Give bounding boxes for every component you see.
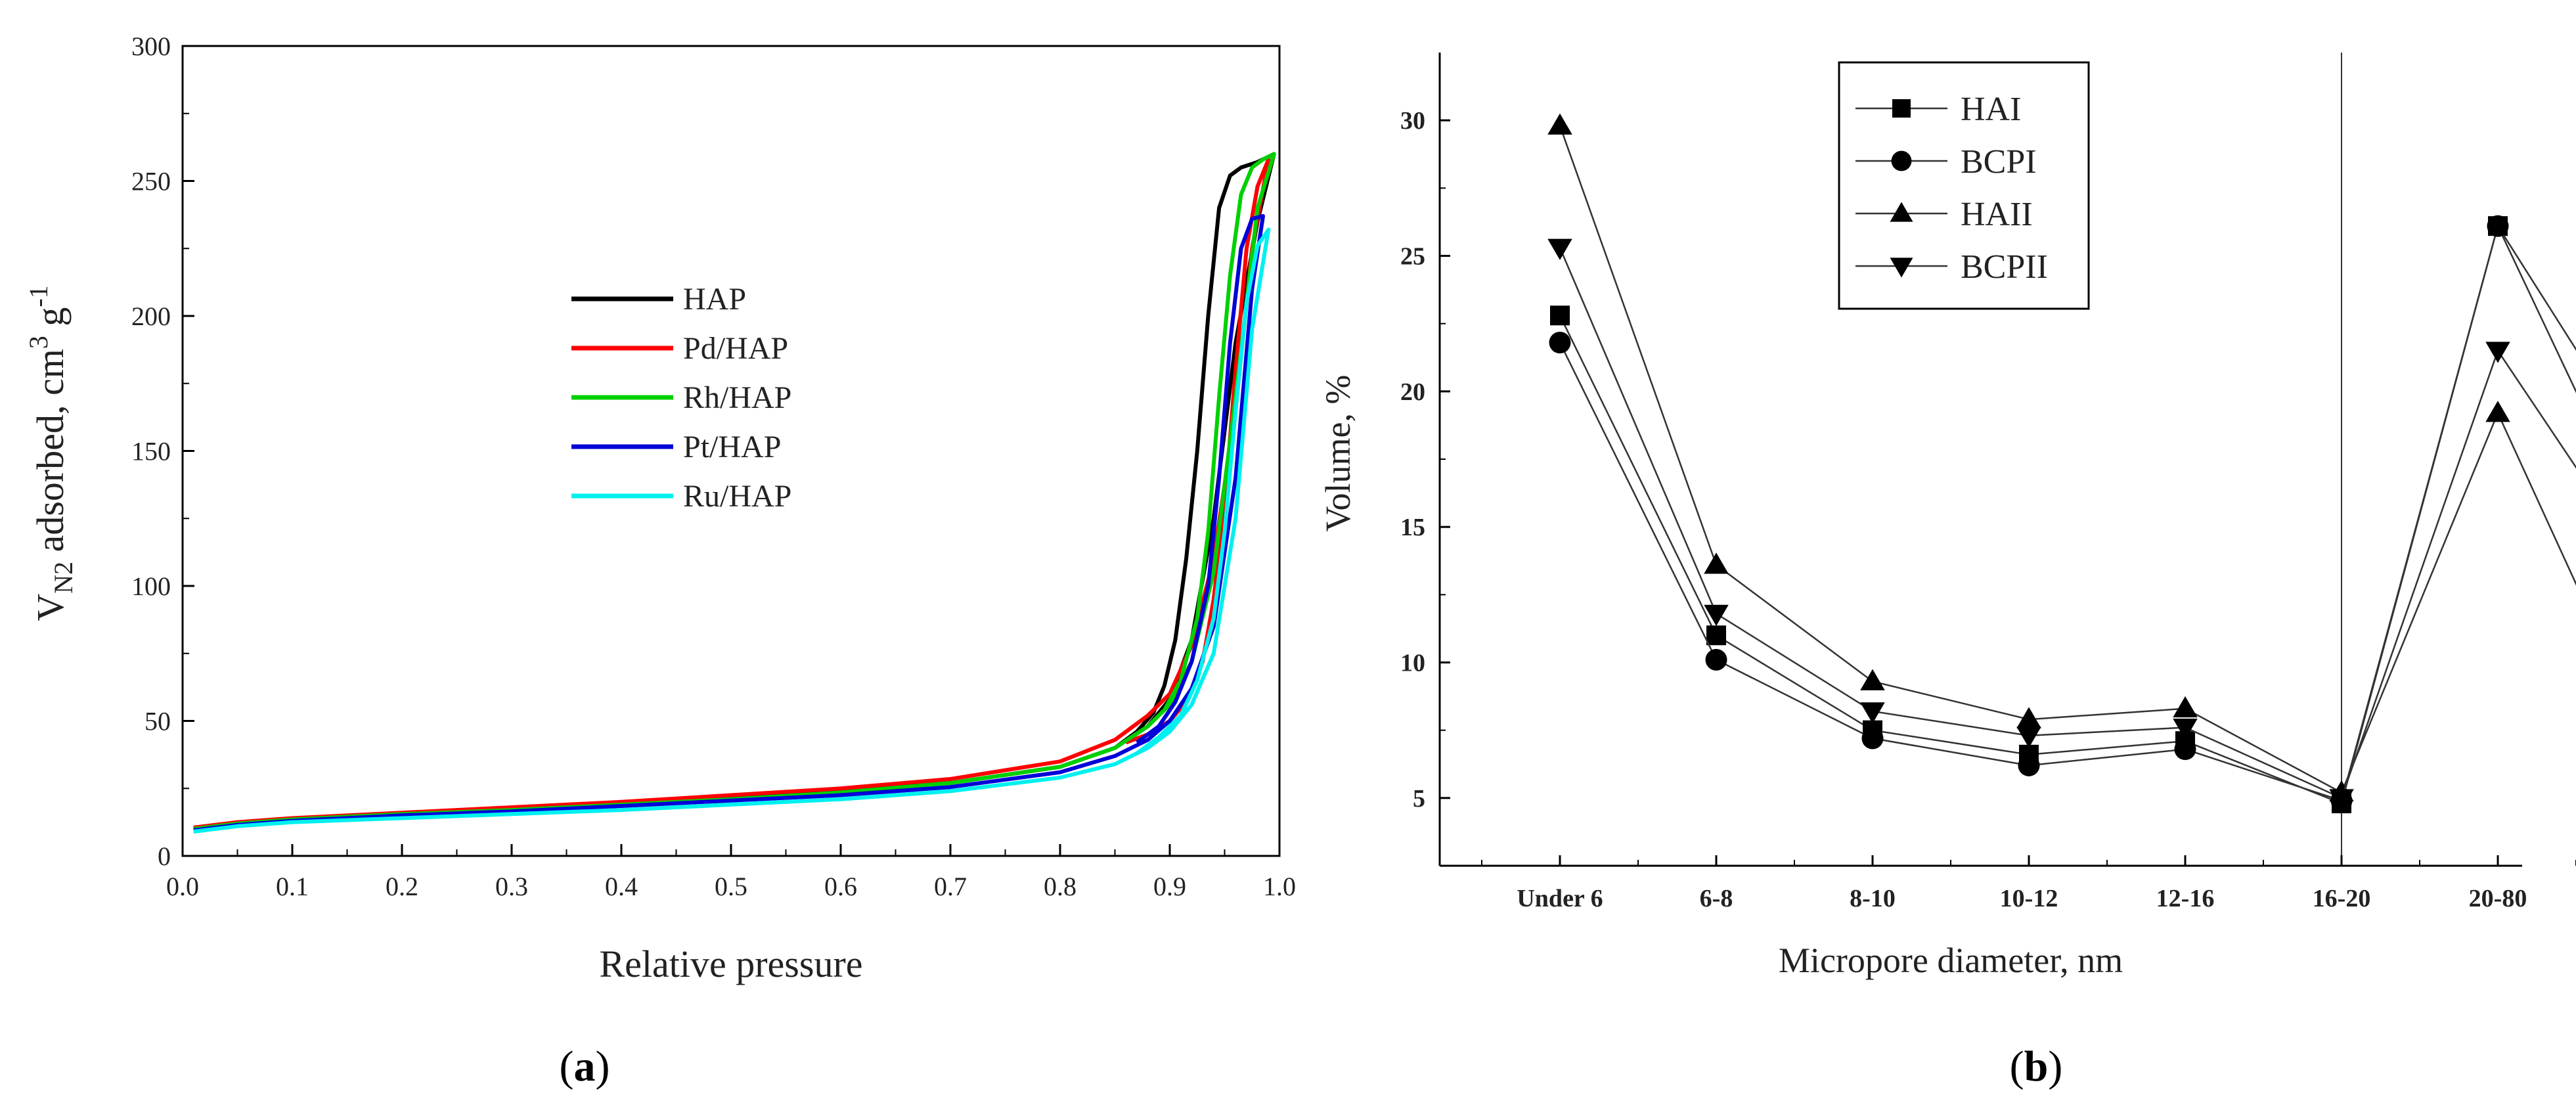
panel-b-y-tick-label: 10 — [1400, 650, 1425, 677]
panel-b-ticks: 5 10 15 20 25 30 Under 6 6-8 8-10 10-12 12-16 16-20… — [1400, 107, 2576, 912]
panel-a-x-axis-label: Relative pressure — [599, 943, 862, 985]
panel-a-x-tick-label: 1.0 — [1263, 872, 1296, 901]
panel-a-x-tick-label: 0.2 — [386, 872, 418, 901]
panel-b-marker-triangle-up — [2485, 401, 2510, 422]
panel-a-x-tick-label: 0.0 — [166, 872, 199, 901]
panel-a-x-tick-label: 0.6 — [824, 872, 857, 901]
panel-b-marker-triangle-down — [1890, 257, 1913, 278]
panel-a-y-tick-label: 0 — [158, 841, 171, 871]
panel-b-x-tick-label: 12-16 — [2156, 885, 2215, 912]
panel-b-caption: (b) — [2010, 1042, 2063, 1090]
panel-b-marker-circle — [2487, 215, 2509, 237]
panel-b-marker-triangle-down — [2173, 719, 2198, 740]
panel-a-y-label-main: V — [29, 594, 72, 621]
panel-a-legend-label: Ru/HAP — [683, 479, 791, 514]
panel-b-legend-label: BCPI — [1961, 143, 2037, 181]
panel-a-x-tick-label: 0.5 — [715, 872, 747, 901]
panel-a-y-label-unit: g — [29, 307, 72, 336]
panel-b-x-tick-label: 6-8 — [1700, 885, 1733, 912]
panel-a-x-tick-label: 0.3 — [495, 872, 528, 901]
panel-a-legend: HAP Pd/HAP Rh/HAP Pt/HAP Ru/HAP — [571, 282, 791, 514]
panel-b-legend-box — [1838, 61, 2090, 310]
panel-a-caption-letter: a — [574, 1042, 596, 1090]
panel-b-marker-triangle-up — [1890, 202, 1913, 222]
panel-b-x-tick-label: 16-20 — [2313, 885, 2371, 912]
panel-b-y-axis-label: Volume, % — [1318, 375, 1358, 532]
panel-b-marker-triangle-down — [1547, 238, 1572, 260]
panel-b-marker-circle — [1549, 332, 1571, 354]
panel-b-marker-triangle-up — [1547, 113, 1572, 135]
panel-b-marker-circle — [1891, 150, 1912, 171]
panel-b-series — [1547, 113, 2576, 814]
panel-b-y-tick-label: 5 — [1413, 785, 1425, 813]
panel-a-y-tick-label: 50 — [144, 707, 171, 736]
panel-b-marker-circle — [1705, 648, 1727, 671]
panel-b-x-axis-label: Micropore diameter, nm — [1779, 941, 2123, 980]
panel-a-series-ru-hap — [193, 227, 1271, 834]
panel-b-pore-volume-chart: 5 10 15 20 25 30 Under 6 6-8 8-10 10-12 12-16 16-20… — [1318, 53, 2576, 1090]
panel-b-legend-label: HAI — [1961, 91, 2021, 128]
panel-b-y-tick-label: 20 — [1400, 378, 1425, 406]
panel-a-y-tick-label: 100 — [131, 571, 171, 601]
panel-a-y-axis-label: VN2 adsorbed, cm3 g-1 — [24, 285, 78, 621]
panel-b-marker-circle — [2174, 738, 2196, 761]
panel-b-marker-triangle-up — [2173, 696, 2198, 718]
panel-b-marker-triangle-down — [1860, 702, 1885, 724]
panel-a-y-tick-label: 150 — [131, 437, 171, 466]
panel-a-y-label-sup: 3 — [24, 336, 53, 349]
panel-a-legend-label: Pd/HAP — [683, 331, 788, 366]
panel-b-marker-triangle-down — [2485, 342, 2510, 363]
panel-b-series-line — [1559, 125, 2576, 794]
panel-a-isotherm-chart: 0.0 0.1 0.2 0.3 0.4 0.5 0.6 0.7 0.8 0.9 1.0 0 50 100 1… — [24, 32, 1296, 1090]
panel-b-x-tick-label: 20-80 — [2469, 885, 2527, 912]
panel-a-y-label-sub: N2 — [49, 562, 78, 594]
panel-b-marker-triangle-up — [2016, 707, 2041, 728]
panel-b-series-line — [1559, 224, 2576, 802]
panel-a-x-tick-label: 0.8 — [1044, 872, 1077, 901]
panel-b-caption-letter: b — [2024, 1042, 2049, 1090]
panel-a-legend-label: HAP — [683, 282, 746, 317]
panel-b-marker-triangle-up — [1704, 552, 1729, 574]
panel-a-y-tick-label: 250 — [131, 167, 171, 196]
panel-b-series-bcpii — [1547, 238, 2576, 811]
panel-a-legend-label: Rh/HAP — [683, 380, 791, 415]
panel-a-y-label-sup2: -1 — [24, 285, 53, 307]
panel-b-y-tick-label: 15 — [1400, 514, 1425, 541]
panel-a-y-tick-label: 200 — [131, 302, 171, 331]
panel-a-caption: (a) — [560, 1042, 610, 1090]
panel-b-marker-triangle-down — [2329, 789, 2354, 811]
panel-b-marker-triangle-up — [1860, 669, 1885, 690]
panel-b-x-tick-label: Under 6 — [1517, 885, 1603, 912]
panel-a-isotherm-line — [193, 227, 1271, 834]
panel-a-ticks: 0.0 0.1 0.2 0.3 0.4 0.5 0.6 0.7 0.8 0.9 1.0 0 50 100 1… — [131, 32, 1296, 901]
panel-b-legend-label: BCPII — [1961, 248, 2048, 286]
panel-b-marker-triangle-down — [2016, 727, 2041, 748]
panel-b-y-tick-label: 25 — [1400, 243, 1425, 271]
panel-b-marker-circle — [1861, 727, 1884, 749]
panel-a-x-tick-label: 0.4 — [605, 872, 638, 901]
panel-a-x-tick-label: 0.1 — [276, 872, 309, 901]
panel-b-legend-label: HAII — [1961, 196, 2033, 233]
panel-a-x-tick-label: 0.7 — [934, 872, 967, 901]
panel-b-series-line — [1559, 247, 2576, 799]
panel-a-y-tick-label: 300 — [131, 32, 171, 61]
panel-b-x-tick-label: 8-10 — [1850, 885, 1896, 912]
panel-a-legend-label: Pt/HAP — [683, 430, 781, 464]
panel-b-marker-triangle-down — [1704, 604, 1729, 626]
panel-b-x-tick-label: 10-12 — [2000, 885, 2058, 912]
panel-b-marker-square — [1892, 99, 1911, 118]
panel-a-y-label-rest: adsorbed, cm — [29, 349, 72, 562]
panel-b-legend: HAI BCPI HAII BCPII — [1838, 61, 2090, 310]
panel-b-marker-square — [1706, 625, 1726, 646]
panel-b-y-tick-label: 30 — [1400, 107, 1425, 135]
panel-a-curves — [193, 152, 1276, 834]
panel-b-marker-square — [1550, 305, 1570, 326]
panel-a-x-tick-label: 0.9 — [1153, 872, 1186, 901]
panel-b-marker-circle — [2018, 754, 2040, 776]
